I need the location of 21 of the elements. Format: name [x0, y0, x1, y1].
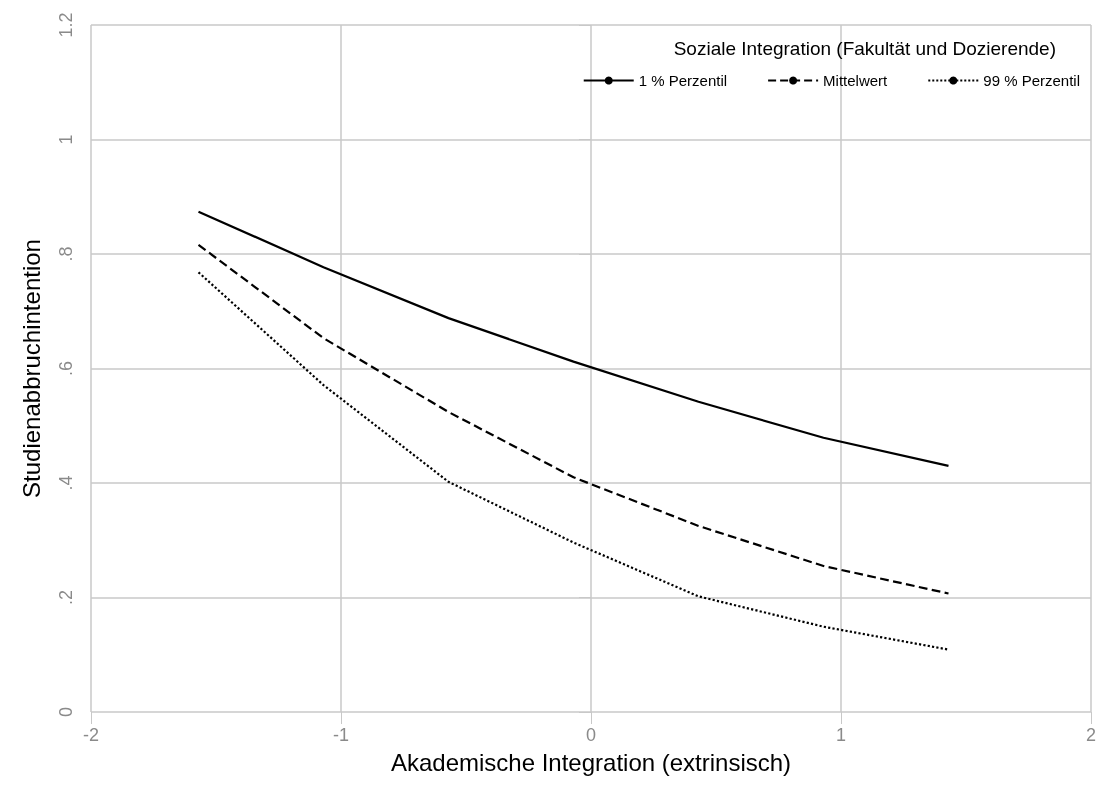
y-tick-label: .6 — [56, 360, 76, 377]
x-axis-title: Akademische Integration (extrinsisch) — [390, 748, 792, 776]
legend-title: Soziale Integration (Fakultät und Dozierende) — [673, 38, 1057, 59]
legend-label: 99 % Perzentil — [983, 72, 1080, 89]
line-series — [197, 210, 950, 467]
x-tick-label: 0 — [585, 725, 597, 745]
x-tick-label: 1 — [835, 725, 847, 745]
y-tick-label: 1 — [56, 134, 76, 145]
y-tick-label: .2 — [56, 589, 76, 606]
x-tick-label: 2 — [1085, 725, 1097, 745]
y-tick-label: 1.2 — [56, 12, 76, 38]
line-series — [197, 243, 950, 595]
x-tick-label: -1 — [332, 725, 350, 745]
line-series — [197, 271, 950, 651]
x-tick-label: -2 — [82, 725, 100, 745]
y-tick-label: 0 — [56, 706, 76, 718]
legend-label: Mittelwert — [823, 72, 889, 89]
legend-label: 1 % Perzentil — [638, 72, 728, 89]
y-axis-title: Studienabbruchintention — [17, 239, 45, 498]
y-tick-label: .8 — [56, 246, 76, 262]
y-tick-label: .4 — [56, 475, 76, 491]
